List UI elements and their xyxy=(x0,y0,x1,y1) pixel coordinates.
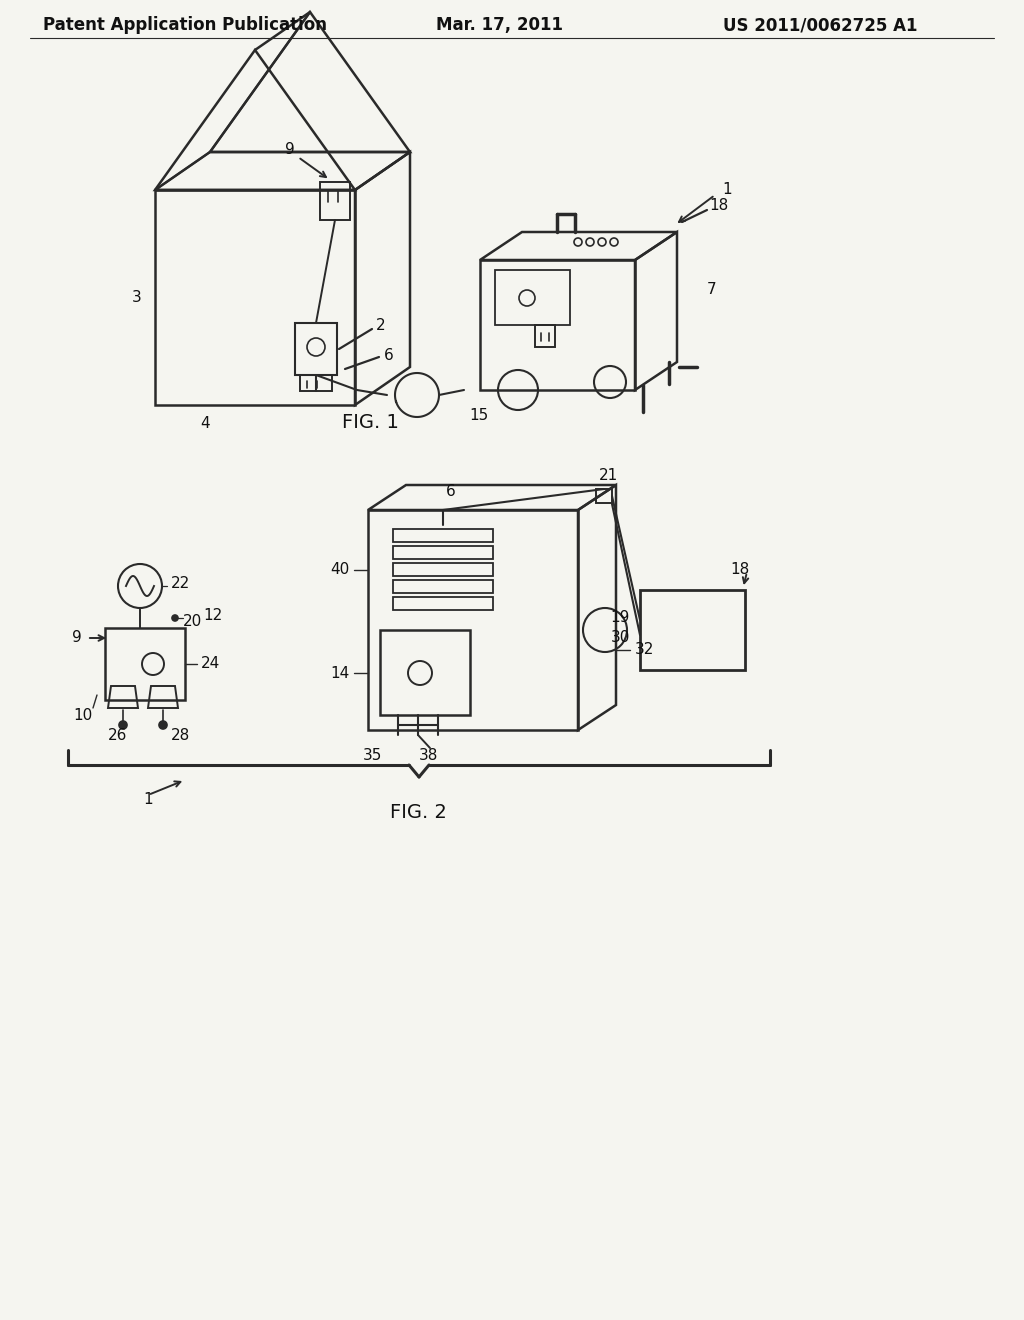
Text: 24: 24 xyxy=(202,656,220,672)
Circle shape xyxy=(119,721,127,729)
Text: 4: 4 xyxy=(200,416,210,430)
Text: FIG. 2: FIG. 2 xyxy=(389,803,446,821)
Circle shape xyxy=(172,615,178,620)
Text: 35: 35 xyxy=(364,747,383,763)
Text: FIG. 1: FIG. 1 xyxy=(342,412,398,432)
Text: 9: 9 xyxy=(72,631,82,645)
Text: 20: 20 xyxy=(183,614,203,628)
Text: 26: 26 xyxy=(109,727,128,742)
Text: 28: 28 xyxy=(171,727,190,742)
Text: 38: 38 xyxy=(419,747,437,763)
Text: 7: 7 xyxy=(708,282,717,297)
Text: 6: 6 xyxy=(384,347,394,363)
Text: 21: 21 xyxy=(598,467,617,483)
Text: 18: 18 xyxy=(710,198,729,214)
Text: Patent Application Publication: Patent Application Publication xyxy=(43,16,327,34)
Text: 30: 30 xyxy=(610,631,630,645)
Text: 12: 12 xyxy=(204,607,222,623)
Text: Mar. 17, 2011: Mar. 17, 2011 xyxy=(436,16,563,34)
Text: 3: 3 xyxy=(132,290,142,305)
Text: 10: 10 xyxy=(74,708,92,722)
Circle shape xyxy=(159,721,167,729)
Text: 32: 32 xyxy=(634,643,653,657)
Text: 40: 40 xyxy=(331,562,349,578)
Text: 9: 9 xyxy=(285,143,295,157)
Text: 1: 1 xyxy=(722,182,732,198)
Text: US 2011/0062725 A1: US 2011/0062725 A1 xyxy=(723,16,918,34)
Text: 19: 19 xyxy=(610,610,630,626)
Text: 22: 22 xyxy=(170,577,189,591)
Text: 15: 15 xyxy=(469,408,488,422)
Text: 6: 6 xyxy=(446,484,456,499)
Text: 1: 1 xyxy=(143,792,153,808)
Text: 2: 2 xyxy=(376,318,386,333)
Text: 18: 18 xyxy=(730,562,750,578)
Text: 14: 14 xyxy=(331,665,349,681)
